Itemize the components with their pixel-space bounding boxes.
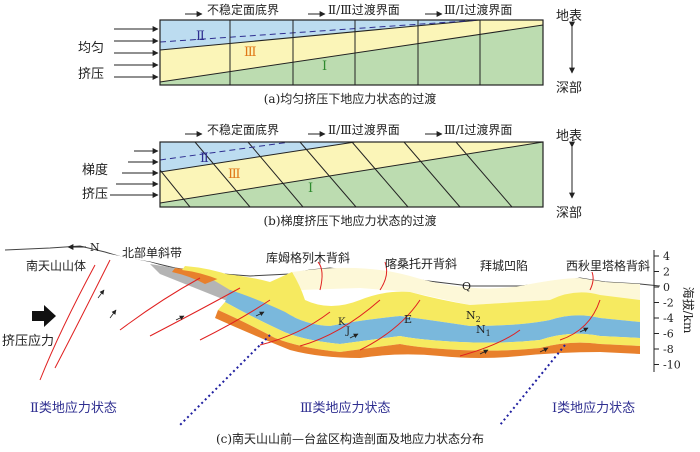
front-orange [172, 268, 220, 284]
panel-b-header-t23: Ⅱ/Ⅲ过渡界面 [328, 122, 400, 137]
panel-b: 梯度 挤压 不稳定面底界 Ⅱ/Ⅲ过渡界面 Ⅲ/Ⅰ过渡界面 地表 深部 Ⅱ Ⅲ Ⅰ… [82, 122, 582, 228]
orange-layer [215, 310, 640, 358]
panel-b-header-t31: Ⅲ/Ⅰ过渡界面 [444, 122, 512, 137]
quaternary-layer [292, 267, 640, 305]
panel-b-surface-label: 地表 [556, 129, 582, 144]
elevation-axis-title: 海拔/km [681, 287, 696, 334]
strat-J: J [345, 326, 350, 337]
elevation-tick-label: -4 [663, 312, 674, 325]
panel-c: N 挤压应力 南天山山体 北部单斜带 库姆格列木背斜 喀桑托开背斜 拜城凹陷 西… [2, 241, 696, 446]
strat-N1: N1 [476, 323, 491, 338]
panel-a-header-unstable: 不稳定面底界 [207, 2, 279, 17]
strat-Q: Q [462, 280, 471, 293]
panel-a-zone-III-label: Ⅲ [244, 45, 257, 60]
fault-arrows [97, 289, 589, 355]
panel-b-side-label-1: 梯度 [82, 162, 108, 178]
panel-b-side-label-2: 挤压 [82, 187, 108, 202]
state-III-label: Ⅲ类地应力状态 [300, 400, 391, 416]
panel-a-deep-label: 深部 [556, 81, 582, 96]
panel-b-deep-label: 深部 [556, 206, 582, 221]
strat-E: E [404, 313, 412, 326]
faults [39, 259, 601, 381]
label-anticline-2: 喀桑托开背斜 [385, 257, 457, 271]
elevation-tick-label: -10 [663, 359, 681, 372]
elevation-ticks: 4 2 0 -2 -4 -6 -8 -10 [654, 250, 681, 372]
panel-a-side-arrows [114, 26, 159, 80]
zone-I-fill [160, 25, 543, 85]
state-I-label: Ⅰ类地应力状态 [552, 400, 635, 416]
panel-a-surface-label: 地表 [556, 9, 582, 24]
elevation-tick-label: 0 [663, 281, 670, 294]
panel-c-caption: (c)南天山山前—台盆区构造剖面及地应力状态分布 [216, 431, 484, 446]
label-anticline-1: 库姆格列木背斜 [266, 250, 350, 265]
panel-b-zone-III-label: Ⅲ [228, 167, 241, 182]
panel-a-frame [159, 19, 544, 86]
stress-label: 挤压应力 [2, 333, 54, 349]
zone-III-fill [160, 20, 543, 82]
panel-b-frame [159, 141, 544, 208]
panel-a-header-t31: Ⅲ/Ⅰ过渡界面 [444, 2, 512, 17]
elevation-tick-label: -2 [663, 297, 674, 310]
label-monocline: 北部单斜带 [122, 245, 182, 260]
label-mountain: 南天山山体 [26, 258, 86, 273]
blue-layer [225, 290, 640, 344]
panel-b-zone-II-label: Ⅱ [200, 151, 209, 166]
label-sag: 拜城凹陷 [480, 258, 528, 273]
panel-a-zones [160, 20, 543, 85]
elevation-axis: 4 2 0 -2 -4 -6 -8 -10 海拔/km [653, 250, 696, 372]
panel-a-zone-I-label: Ⅰ [322, 59, 327, 74]
elevation-tick-label: 2 [663, 266, 670, 279]
yellow-layer-lower [218, 302, 640, 352]
north-label: N [90, 241, 100, 254]
panel-a: 均匀 挤压 不稳定面底界 Ⅱ/Ⅲ过渡界面 Ⅲ/Ⅰ过渡界面 地表 深部 Ⅱ Ⅲ Ⅰ… [78, 2, 582, 106]
strat-N2: N2 [466, 309, 481, 324]
elevation-tick-label: -6 [663, 328, 674, 341]
panel-a-header-t23: Ⅱ/Ⅲ过渡界面 [328, 2, 400, 17]
front-yellow [182, 266, 232, 280]
panel-b-side-arrows [110, 148, 159, 198]
panel-a-side-label-1: 均匀 [78, 41, 104, 56]
state-II-label: Ⅱ类地应力状态 [30, 400, 117, 416]
elevation-tick-label: 4 [663, 250, 670, 263]
elevation-tick-label: -8 [663, 343, 674, 356]
panel-a-zone-II-label: Ⅱ [196, 29, 205, 44]
panel-a-caption: (a)均匀挤压下地应力状态的过渡 [264, 91, 437, 106]
panel-b-zone-I-label: Ⅰ [308, 181, 313, 196]
stress-arrow [32, 305, 56, 327]
panel-a-side-label-2: 挤压 [78, 67, 104, 82]
panel-b-header-unstable: 不稳定面底界 [207, 122, 279, 137]
label-anticline-3: 西秋里塔格背斜 [566, 258, 650, 273]
strat-K: K [338, 317, 346, 328]
yellow-layer-upper [200, 272, 640, 326]
state-boundaries [179, 334, 566, 426]
mountain-body [70, 252, 170, 270]
zone-I-fill-b [160, 142, 543, 207]
panel-b-caption: (b)梯度挤压下地应力状态的过渡 [263, 213, 436, 228]
